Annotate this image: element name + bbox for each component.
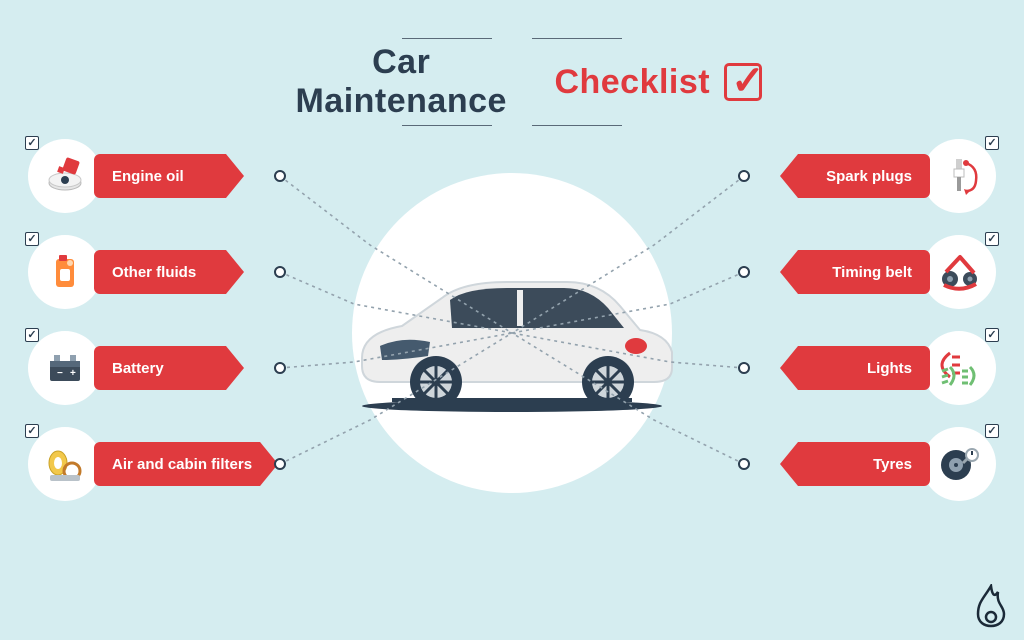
title-rule-bottom bbox=[256, 125, 768, 126]
item-spark-plugs: ✓ Spark plugs bbox=[780, 139, 996, 213]
node-timing-belt bbox=[738, 266, 750, 278]
engine-oil-label: Engine oil bbox=[94, 154, 244, 198]
node-air-filters bbox=[274, 458, 286, 470]
node-engine-oil bbox=[274, 170, 286, 182]
title-checkbox-icon bbox=[724, 63, 762, 101]
item-air-filters: ✓ Air and cabin filters bbox=[28, 427, 278, 501]
item-engine-oil: ✓ Engine oil bbox=[28, 139, 244, 213]
tyres-label: Tyres bbox=[780, 442, 930, 486]
car-icon bbox=[332, 248, 692, 418]
node-lights bbox=[738, 362, 750, 374]
air-filters-label: Air and cabin filters bbox=[94, 442, 278, 486]
item-timing-belt: ✓ Timing belt bbox=[780, 235, 996, 309]
mini-check-icon: ✓ bbox=[25, 328, 39, 342]
air-filters-icon-circle: ✓ bbox=[28, 427, 102, 501]
lights-icon-circle: ✓ bbox=[922, 331, 996, 405]
other-fluids-label: Other fluids bbox=[94, 250, 244, 294]
mini-check-icon: ✓ bbox=[25, 136, 39, 150]
timing-belt-label: Timing belt bbox=[780, 250, 930, 294]
item-battery: −+ ✓ Battery bbox=[28, 331, 244, 405]
other-fluids-icon-circle: ✓ bbox=[28, 235, 102, 309]
node-battery bbox=[274, 362, 286, 374]
brand-flame-icon bbox=[974, 584, 1008, 628]
mini-check-icon: ✓ bbox=[25, 424, 39, 438]
spark-plugs-label: Spark plugs bbox=[780, 154, 930, 198]
timing-belt-icon-circle: ✓ bbox=[922, 235, 996, 309]
title-text: Car Maintenance Checklist bbox=[256, 39, 768, 125]
node-tyres bbox=[738, 458, 750, 470]
item-other-fluids: ✓ Other fluids bbox=[28, 235, 244, 309]
svg-text:−: − bbox=[57, 368, 63, 379]
item-lights: ✓ Lights bbox=[780, 331, 996, 405]
svg-text:+: + bbox=[70, 368, 76, 379]
battery-label: Battery bbox=[94, 346, 244, 390]
mini-check-icon: ✓ bbox=[985, 328, 999, 342]
tyres-icon-circle: ✓ bbox=[922, 427, 996, 501]
node-spark-plugs bbox=[738, 170, 750, 182]
mini-check-icon: ✓ bbox=[985, 424, 999, 438]
lights-label: Lights bbox=[780, 346, 930, 390]
title: Car Maintenance Checklist bbox=[256, 38, 768, 126]
spark-plugs-icon-circle: ✓ bbox=[922, 139, 996, 213]
mini-check-icon: ✓ bbox=[985, 232, 999, 246]
battery-icon-circle: −+ ✓ bbox=[28, 331, 102, 405]
title-word-2: Checklist bbox=[554, 63, 710, 102]
title-word-1: Car Maintenance bbox=[262, 43, 540, 121]
node-other-fluids bbox=[274, 266, 286, 278]
item-tyres: ✓ Tyres bbox=[780, 427, 996, 501]
engine-oil-icon-circle: ✓ bbox=[28, 139, 102, 213]
mini-check-icon: ✓ bbox=[985, 136, 999, 150]
stage: Car Maintenance Checklist bbox=[0, 0, 1024, 640]
mini-check-icon: ✓ bbox=[25, 232, 39, 246]
